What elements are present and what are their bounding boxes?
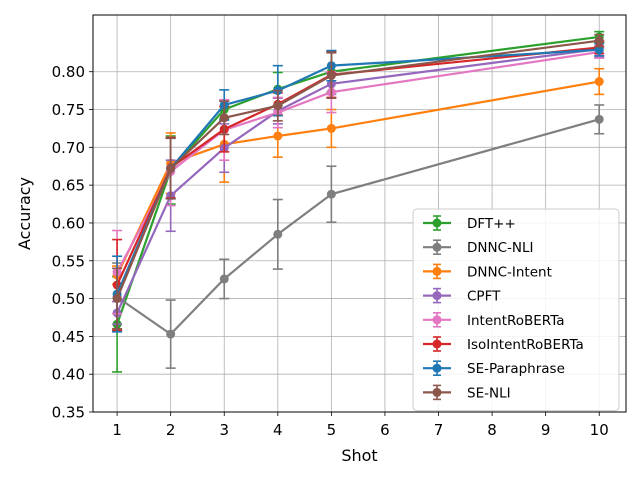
legend-marker xyxy=(432,363,442,373)
x-tick-label: 5 xyxy=(327,421,337,439)
legend-entry: CPFT xyxy=(423,287,501,305)
legend-marker xyxy=(432,291,442,301)
legend-label: SE-NLI xyxy=(467,385,511,401)
legend-entry: IsoIntentRoBERTa xyxy=(423,336,584,353)
legend-label: IsoIntentRoBERTa xyxy=(467,337,584,353)
legend-entry: DNNC-Intent xyxy=(423,263,552,280)
y-tick-label: 0.50 xyxy=(52,290,85,308)
y-axis-label: Accuracy xyxy=(15,177,34,250)
y-tick-label: 0.80 xyxy=(52,63,85,81)
x-tick-label: 6 xyxy=(380,421,390,439)
data-point xyxy=(326,189,336,199)
axis-ticks: 1 2 3 4 5 6 7 8 9 10 0.35 0.40 0.45 0.50 0.55 0.60 0.65 0… xyxy=(52,63,609,439)
series-se-nli xyxy=(112,33,605,330)
legend-entry: IntentRoBERTa xyxy=(423,311,565,329)
series-line xyxy=(116,35,600,325)
series-line xyxy=(116,47,600,314)
legend-entry: SE-Paraphrase xyxy=(423,360,565,377)
legend-label: SE-Paraphrase xyxy=(467,361,565,377)
series-line xyxy=(116,80,600,276)
series-group xyxy=(112,30,605,373)
x-tick-label: 9 xyxy=(541,421,551,439)
series-line xyxy=(116,39,600,299)
legend-label: DNNC-NLI xyxy=(467,240,534,256)
data-point xyxy=(166,164,176,174)
legend-box xyxy=(412,208,620,412)
y-tick-label: 0.45 xyxy=(52,328,85,346)
legend-entry: SE-NLI xyxy=(423,384,511,401)
plot-area-frame xyxy=(92,14,627,413)
legend-label: CPFT xyxy=(467,289,501,305)
legend-marker xyxy=(432,242,442,252)
series-line xyxy=(116,118,600,336)
x-tick-label: 1 xyxy=(112,421,122,439)
y-tick-label: 0.65 xyxy=(52,177,85,195)
legend-marker xyxy=(432,315,442,325)
data-point xyxy=(594,36,604,46)
y-tick-label: 0.60 xyxy=(52,214,85,232)
data-point xyxy=(273,229,283,239)
x-tick-label: 7 xyxy=(434,421,444,439)
legend-label: IntentRoBERTa xyxy=(467,313,565,329)
data-point xyxy=(594,114,604,124)
y-tick-label: 0.75 xyxy=(52,101,85,119)
legend-marker xyxy=(432,339,442,349)
legend-entry: DFT++ xyxy=(423,215,516,232)
legend: DFT++ DNNC-NLI DNNC-Intent CPFT IntentRoBERT… xyxy=(412,208,620,412)
y-tick-label: 0.40 xyxy=(52,366,85,384)
data-point xyxy=(326,123,336,133)
x-tick-label: 3 xyxy=(219,421,229,439)
x-axis-label: Shot xyxy=(341,446,377,465)
data-point xyxy=(166,329,176,339)
data-point xyxy=(273,101,283,111)
x-tick-label: 4 xyxy=(273,421,283,439)
data-point xyxy=(219,274,229,284)
legend-marker xyxy=(432,218,442,228)
legend-marker xyxy=(432,266,442,276)
legend-label: DNNC-Intent xyxy=(467,264,552,280)
x-tick-label: 2 xyxy=(166,421,176,439)
data-point xyxy=(594,77,604,87)
legend-label: DFT++ xyxy=(467,216,516,232)
data-point xyxy=(219,113,229,123)
data-point xyxy=(326,70,336,80)
x-tick-label: 10 xyxy=(590,421,609,439)
x-tick-label: 8 xyxy=(487,421,497,439)
y-tick-label: 0.70 xyxy=(52,139,85,157)
y-tick-label: 0.55 xyxy=(52,252,85,270)
y-tick-label: 0.35 xyxy=(52,404,85,422)
data-point xyxy=(112,294,122,304)
data-point xyxy=(273,131,283,141)
legend-entry: DNNC-NLI xyxy=(423,239,534,256)
legend-marker xyxy=(432,387,442,397)
